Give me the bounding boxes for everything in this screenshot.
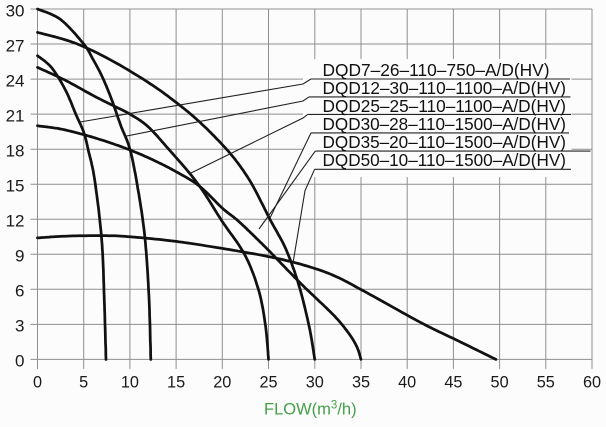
svg-text:3: 3: [15, 317, 24, 336]
svg-text:55: 55: [537, 374, 555, 392]
svg-text:27: 27: [6, 36, 25, 55]
svg-text:DQD30–28–110–1500–A/D(HV): DQD30–28–110–1500–A/D(HV): [323, 114, 567, 134]
svg-text:DQD50–10–110–1500–A/D(HV): DQD50–10–110–1500–A/D(HV): [323, 150, 567, 170]
svg-text:9: 9: [15, 247, 24, 266]
svg-text:30: 30: [306, 374, 324, 392]
svg-text:40: 40: [398, 374, 416, 392]
svg-text:DQD25–25–110–1100–A/D(HV): DQD25–25–110–1100–A/D(HV): [323, 96, 567, 116]
svg-text:15: 15: [167, 374, 185, 392]
svg-text:DQD35–20–110–1500–A/D(HV): DQD35–20–110–1500–A/D(HV): [323, 132, 567, 152]
svg-text:6: 6: [15, 282, 24, 301]
svg-text:12: 12: [6, 212, 25, 231]
svg-text:24: 24: [6, 71, 25, 90]
svg-text:DQD7–26–110–750–A/D(HV): DQD7–26–110–750–A/D(HV): [323, 60, 550, 80]
svg-text:10: 10: [121, 374, 139, 392]
svg-text:0: 0: [15, 352, 24, 371]
svg-text:50: 50: [491, 374, 509, 392]
svg-text:35: 35: [352, 374, 370, 392]
svg-text:DQD12–30–110–1100–A/D(HV): DQD12–30–110–1100–A/D(HV): [323, 78, 567, 98]
svg-text:30: 30: [6, 1, 25, 20]
svg-text:18: 18: [6, 142, 25, 161]
svg-text:60: 60: [583, 374, 601, 392]
svg-text:FLOW(m3/h): FLOW(m3/h): [264, 399, 357, 418]
svg-text:21: 21: [6, 106, 25, 125]
svg-text:0: 0: [33, 374, 42, 392]
svg-text:5: 5: [79, 374, 88, 392]
svg-text:25: 25: [259, 374, 277, 392]
svg-text:20: 20: [213, 374, 231, 392]
svg-text:45: 45: [444, 374, 462, 392]
svg-text:15: 15: [6, 177, 25, 196]
